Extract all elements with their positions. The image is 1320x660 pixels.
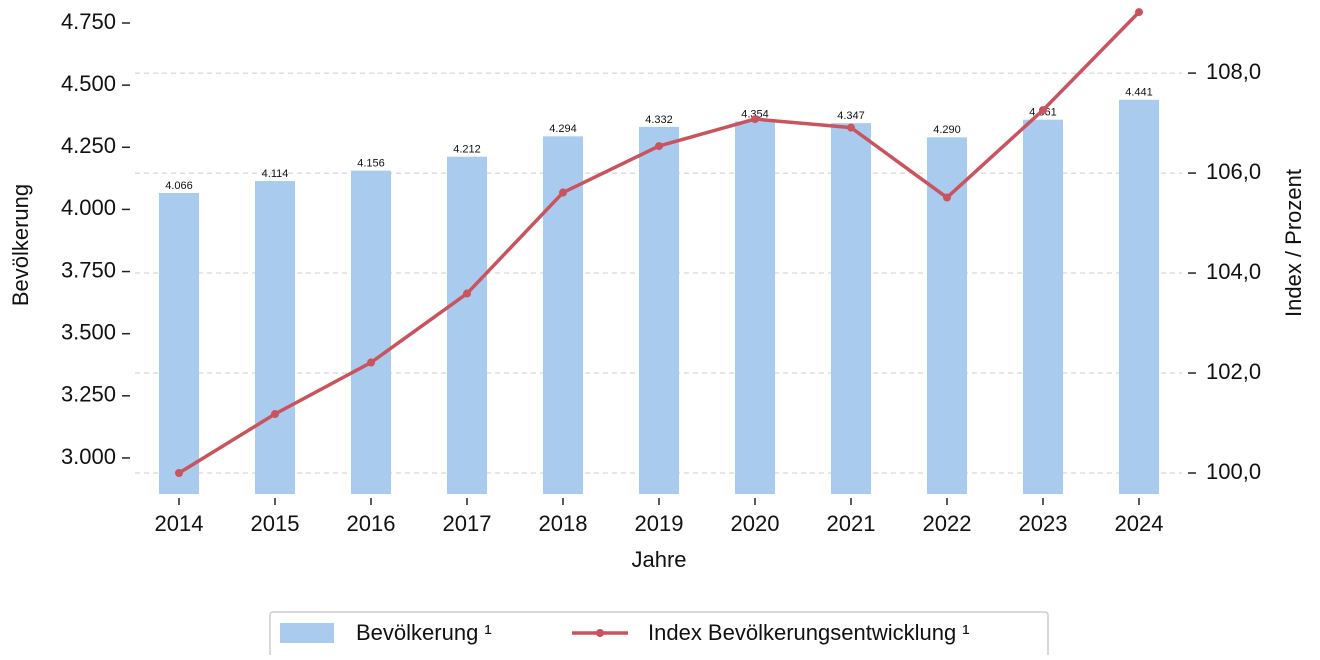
x-tick-label: 2014: [155, 511, 204, 536]
x-tick-label: 2015: [251, 511, 300, 536]
data-label: 4.441: [1125, 87, 1153, 99]
x-tick-label: 2019: [635, 511, 684, 536]
line-point: [271, 410, 279, 419]
bar: [1119, 99, 1159, 495]
bar: [831, 123, 871, 494]
y-tick-label: 4.500: [61, 71, 116, 96]
x-tick-label: 2020: [731, 511, 780, 536]
bar: [159, 193, 199, 494]
x-tick-label: 2021: [827, 511, 876, 536]
x-tick-label: 2024: [1115, 511, 1164, 536]
y2-tick-label: 102,0: [1206, 359, 1261, 384]
y2-tick-label: 106,0: [1206, 159, 1261, 184]
bar: [639, 126, 679, 494]
y-tick-label: 3.000: [61, 444, 116, 469]
x-tick-label: 2017: [443, 511, 492, 536]
line-point: [1135, 8, 1143, 17]
x-tick-label: 2018: [539, 511, 588, 536]
data-label: 4.294: [549, 123, 577, 135]
legend-swatch: [280, 623, 334, 643]
x-tick-label: 2016: [347, 511, 396, 536]
y-tick-label: 3.250: [61, 382, 116, 407]
data-label: 4.212: [453, 144, 481, 156]
bar: [1023, 119, 1063, 495]
bar: [255, 181, 295, 494]
line-point: [943, 193, 951, 202]
line-point: [847, 123, 855, 132]
y-tick-label: 3.750: [61, 257, 116, 282]
y-tick-label: 3.500: [61, 319, 116, 344]
data-label: 4.290: [933, 124, 961, 136]
line-point: [655, 142, 663, 151]
y-tick-label: 4.750: [61, 9, 116, 34]
y2-tick-label: 104,0: [1206, 259, 1261, 284]
data-label: 4.354: [741, 108, 769, 120]
y2-axis-label: Index / Prozent: [1281, 169, 1306, 317]
line-point: [367, 358, 375, 367]
bar: [351, 170, 391, 494]
data-label: 4.066: [165, 180, 193, 192]
line-point: [751, 115, 759, 124]
data-label: 4.114: [262, 168, 289, 180]
bar: [447, 156, 487, 494]
legend-swatch: [596, 629, 604, 637]
bar: [735, 121, 775, 494]
y-axis-label: Bevölkerung: [8, 184, 33, 306]
data-label: 4.332: [645, 114, 673, 126]
line-point: [1039, 106, 1047, 115]
x-axis-label: Jahre: [631, 547, 686, 572]
bar: [927, 137, 967, 494]
line-point: [559, 188, 567, 197]
y-tick-label: 4.000: [61, 195, 116, 220]
line-point: [175, 469, 183, 478]
y2-tick-label: 108,0: [1206, 59, 1261, 84]
line-point: [463, 289, 471, 298]
y2-tick-label: 100,0: [1206, 459, 1261, 484]
x-tick-label: 2022: [923, 511, 972, 536]
legend-label: Index Bevölkerungsentwicklung ¹: [648, 620, 970, 645]
data-label: 4.347: [837, 110, 865, 122]
y-tick-label: 4.250: [61, 133, 116, 158]
x-tick-label: 2023: [1019, 511, 1068, 536]
legend-label: Bevölkerung ¹: [356, 620, 492, 645]
data-label: 4.156: [357, 158, 385, 170]
